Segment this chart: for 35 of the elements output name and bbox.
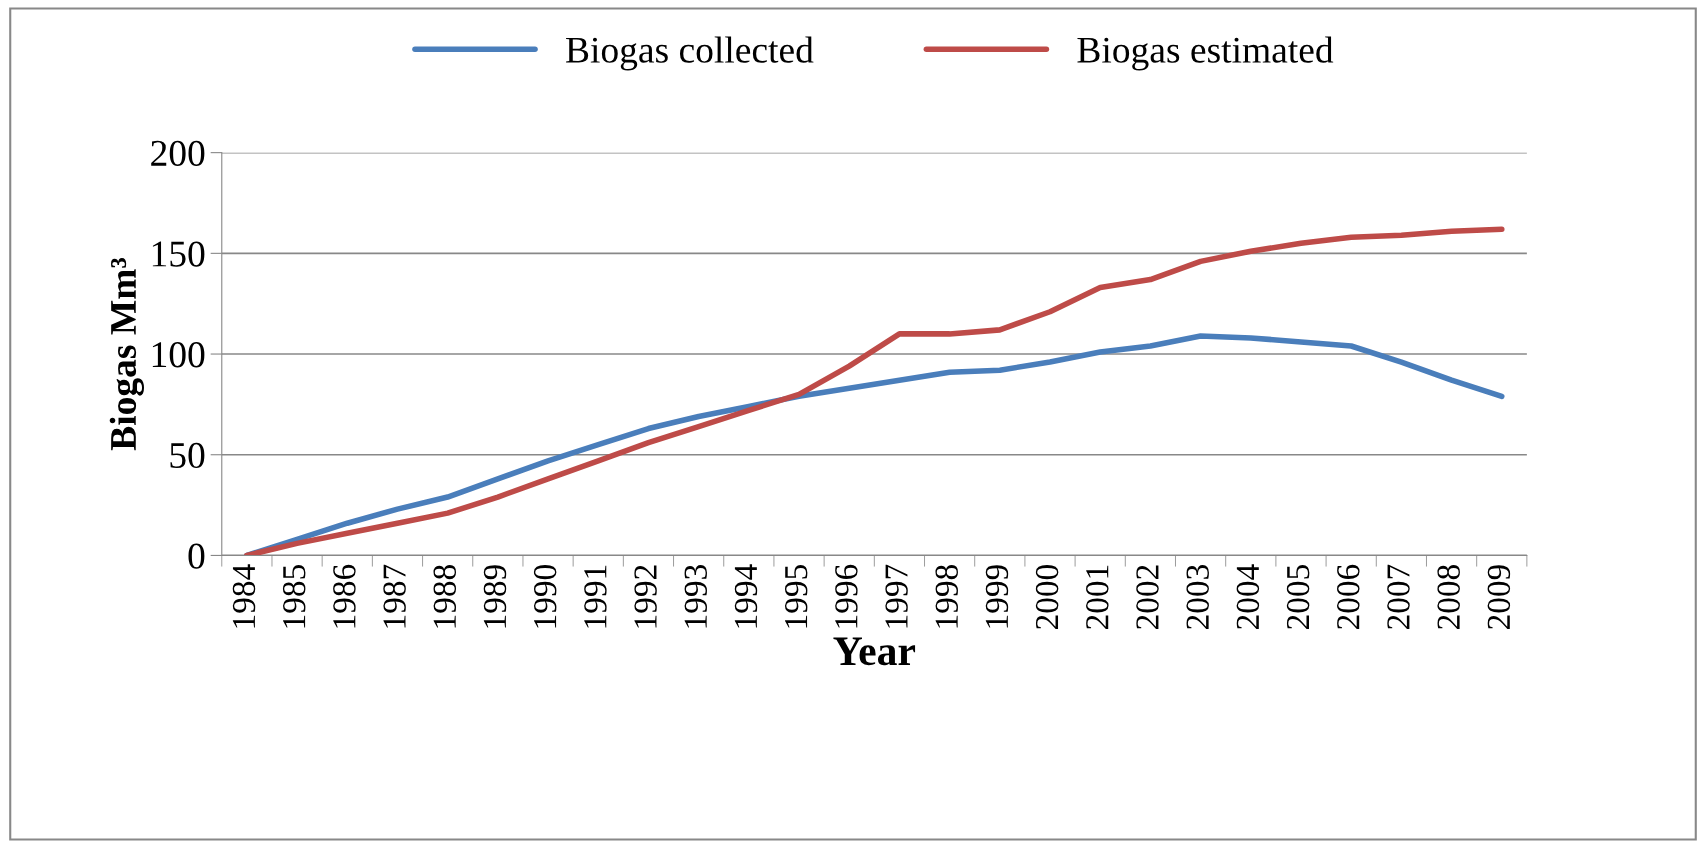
x-tick-label: 1987 bbox=[383, 564, 406, 628]
x-tick-label: 1991 bbox=[584, 565, 607, 628]
y-tick-label: 50 bbox=[170, 442, 205, 469]
x-tick-label: 2004 bbox=[1236, 564, 1260, 629]
x-tick-label: 1988 bbox=[433, 565, 456, 628]
x-tick-label: 1989 bbox=[483, 565, 507, 628]
x-tick-label: 1985 bbox=[282, 565, 306, 628]
x-tick-label: 1997 bbox=[885, 564, 908, 628]
x-tick-label: 1984 bbox=[232, 564, 256, 628]
legend-label: Biogas estimated bbox=[1077, 36, 1334, 71]
x-tick-label: 1994 bbox=[734, 564, 758, 628]
x-tick-label: 2003 bbox=[1186, 565, 1209, 629]
x-tick-label: 1996 bbox=[835, 564, 858, 628]
x-tick-label: 1995 bbox=[784, 565, 808, 628]
x-tick-label: 2000 bbox=[1035, 565, 1059, 629]
x-tick-label: 1986 bbox=[333, 564, 356, 628]
x-tick-label: 2005 bbox=[1286, 565, 1310, 629]
x-tick-label: 2007 bbox=[1387, 564, 1410, 629]
x-tick-label: 1993 bbox=[684, 565, 707, 628]
y-tick-label: 0 bbox=[188, 543, 205, 569]
x-tick-label: 2002 bbox=[1136, 565, 1159, 629]
x-tick-label: 2008 bbox=[1437, 565, 1460, 629]
x-tick-label: 1998 bbox=[935, 565, 958, 628]
legend-label: Biogas collected bbox=[566, 36, 814, 71]
x-tick-label: 2009 bbox=[1487, 565, 1511, 629]
x-tick-label: 2001 bbox=[1086, 565, 1109, 629]
x-axis-title: Year bbox=[833, 637, 916, 666]
y-axis-title: Biogas Mm³ bbox=[109, 258, 144, 451]
y-tick-label: 150 bbox=[152, 241, 205, 267]
y-tick-label: 100 bbox=[152, 342, 205, 368]
x-tick-label: 1999 bbox=[985, 565, 1009, 628]
y-tick-label: 200 bbox=[151, 140, 205, 167]
x-tick-label: 2006 bbox=[1337, 564, 1360, 629]
x-tick-label: 1990 bbox=[533, 565, 557, 628]
x-tick-label: 1992 bbox=[634, 565, 657, 628]
